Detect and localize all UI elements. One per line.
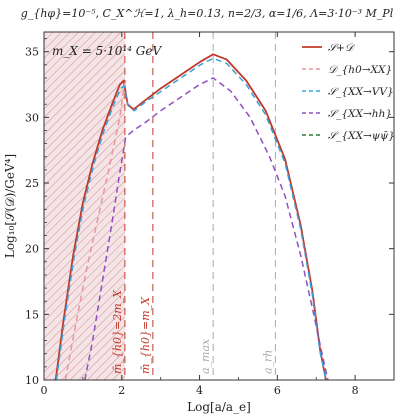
legend-label-0: 𝒮+𝒟	[328, 42, 356, 54]
y-tick-label-5: 35	[25, 46, 39, 59]
vline-label-2: a_max	[199, 338, 212, 374]
vline-label-1: m̄_{h0}=m_X	[139, 296, 152, 374]
y-axis-title: Log₁₀[𝒮(𝒟)/GeV⁴]	[3, 154, 17, 258]
y-tick-label-4: 30	[25, 111, 39, 124]
x-tick-label-0: 0	[41, 384, 48, 397]
y-tick-label-1: 15	[25, 308, 39, 321]
legend-label-4: 𝒮_{XX→ψψ̄}	[328, 130, 395, 142]
x-tick-label-1: 2	[118, 384, 125, 397]
x-tick-label-2: 4	[196, 384, 203, 397]
vline-label-0: m̄_{h0}=2m_X	[111, 289, 124, 374]
shaded-region	[44, 32, 125, 380]
series-line-2	[55, 57, 327, 380]
series-line-0	[54, 53, 327, 380]
chart-title: g_{hφ}=10⁻⁵, C_X^ℋ=1, λ_h=0.13, n=2/3, α…	[21, 7, 394, 20]
x-axis-title: Log[a/a_e]	[187, 400, 251, 414]
y-tick-label-3: 25	[25, 177, 39, 190]
x-tick-label-3: 6	[274, 384, 281, 397]
vline-label-3: a_rh	[261, 350, 274, 374]
series-line-1	[64, 80, 127, 380]
x-tick-label-4: 8	[352, 384, 359, 397]
series-line-3	[84, 77, 329, 380]
legend-label-2: 𝒮_{XX→VV}	[328, 86, 394, 98]
y-tick-label-0: 10	[25, 374, 39, 387]
legend: 𝒮+𝒟 𝒟_{h0→XX} 𝒮_{XX→VV} 𝒮_{XX→hh} 𝒮_{XX→ψψ̄}	[302, 42, 395, 142]
mass-annotation: m_X = 5·10¹⁴ GeV	[52, 44, 162, 58]
legend-label-1: 𝒟_{h0→XX}	[328, 64, 392, 76]
plot-frame	[43, 31, 395, 381]
legend-label-3: 𝒮_{XX→hh}	[328, 108, 392, 120]
y-tick-label-2: 20	[25, 243, 39, 256]
